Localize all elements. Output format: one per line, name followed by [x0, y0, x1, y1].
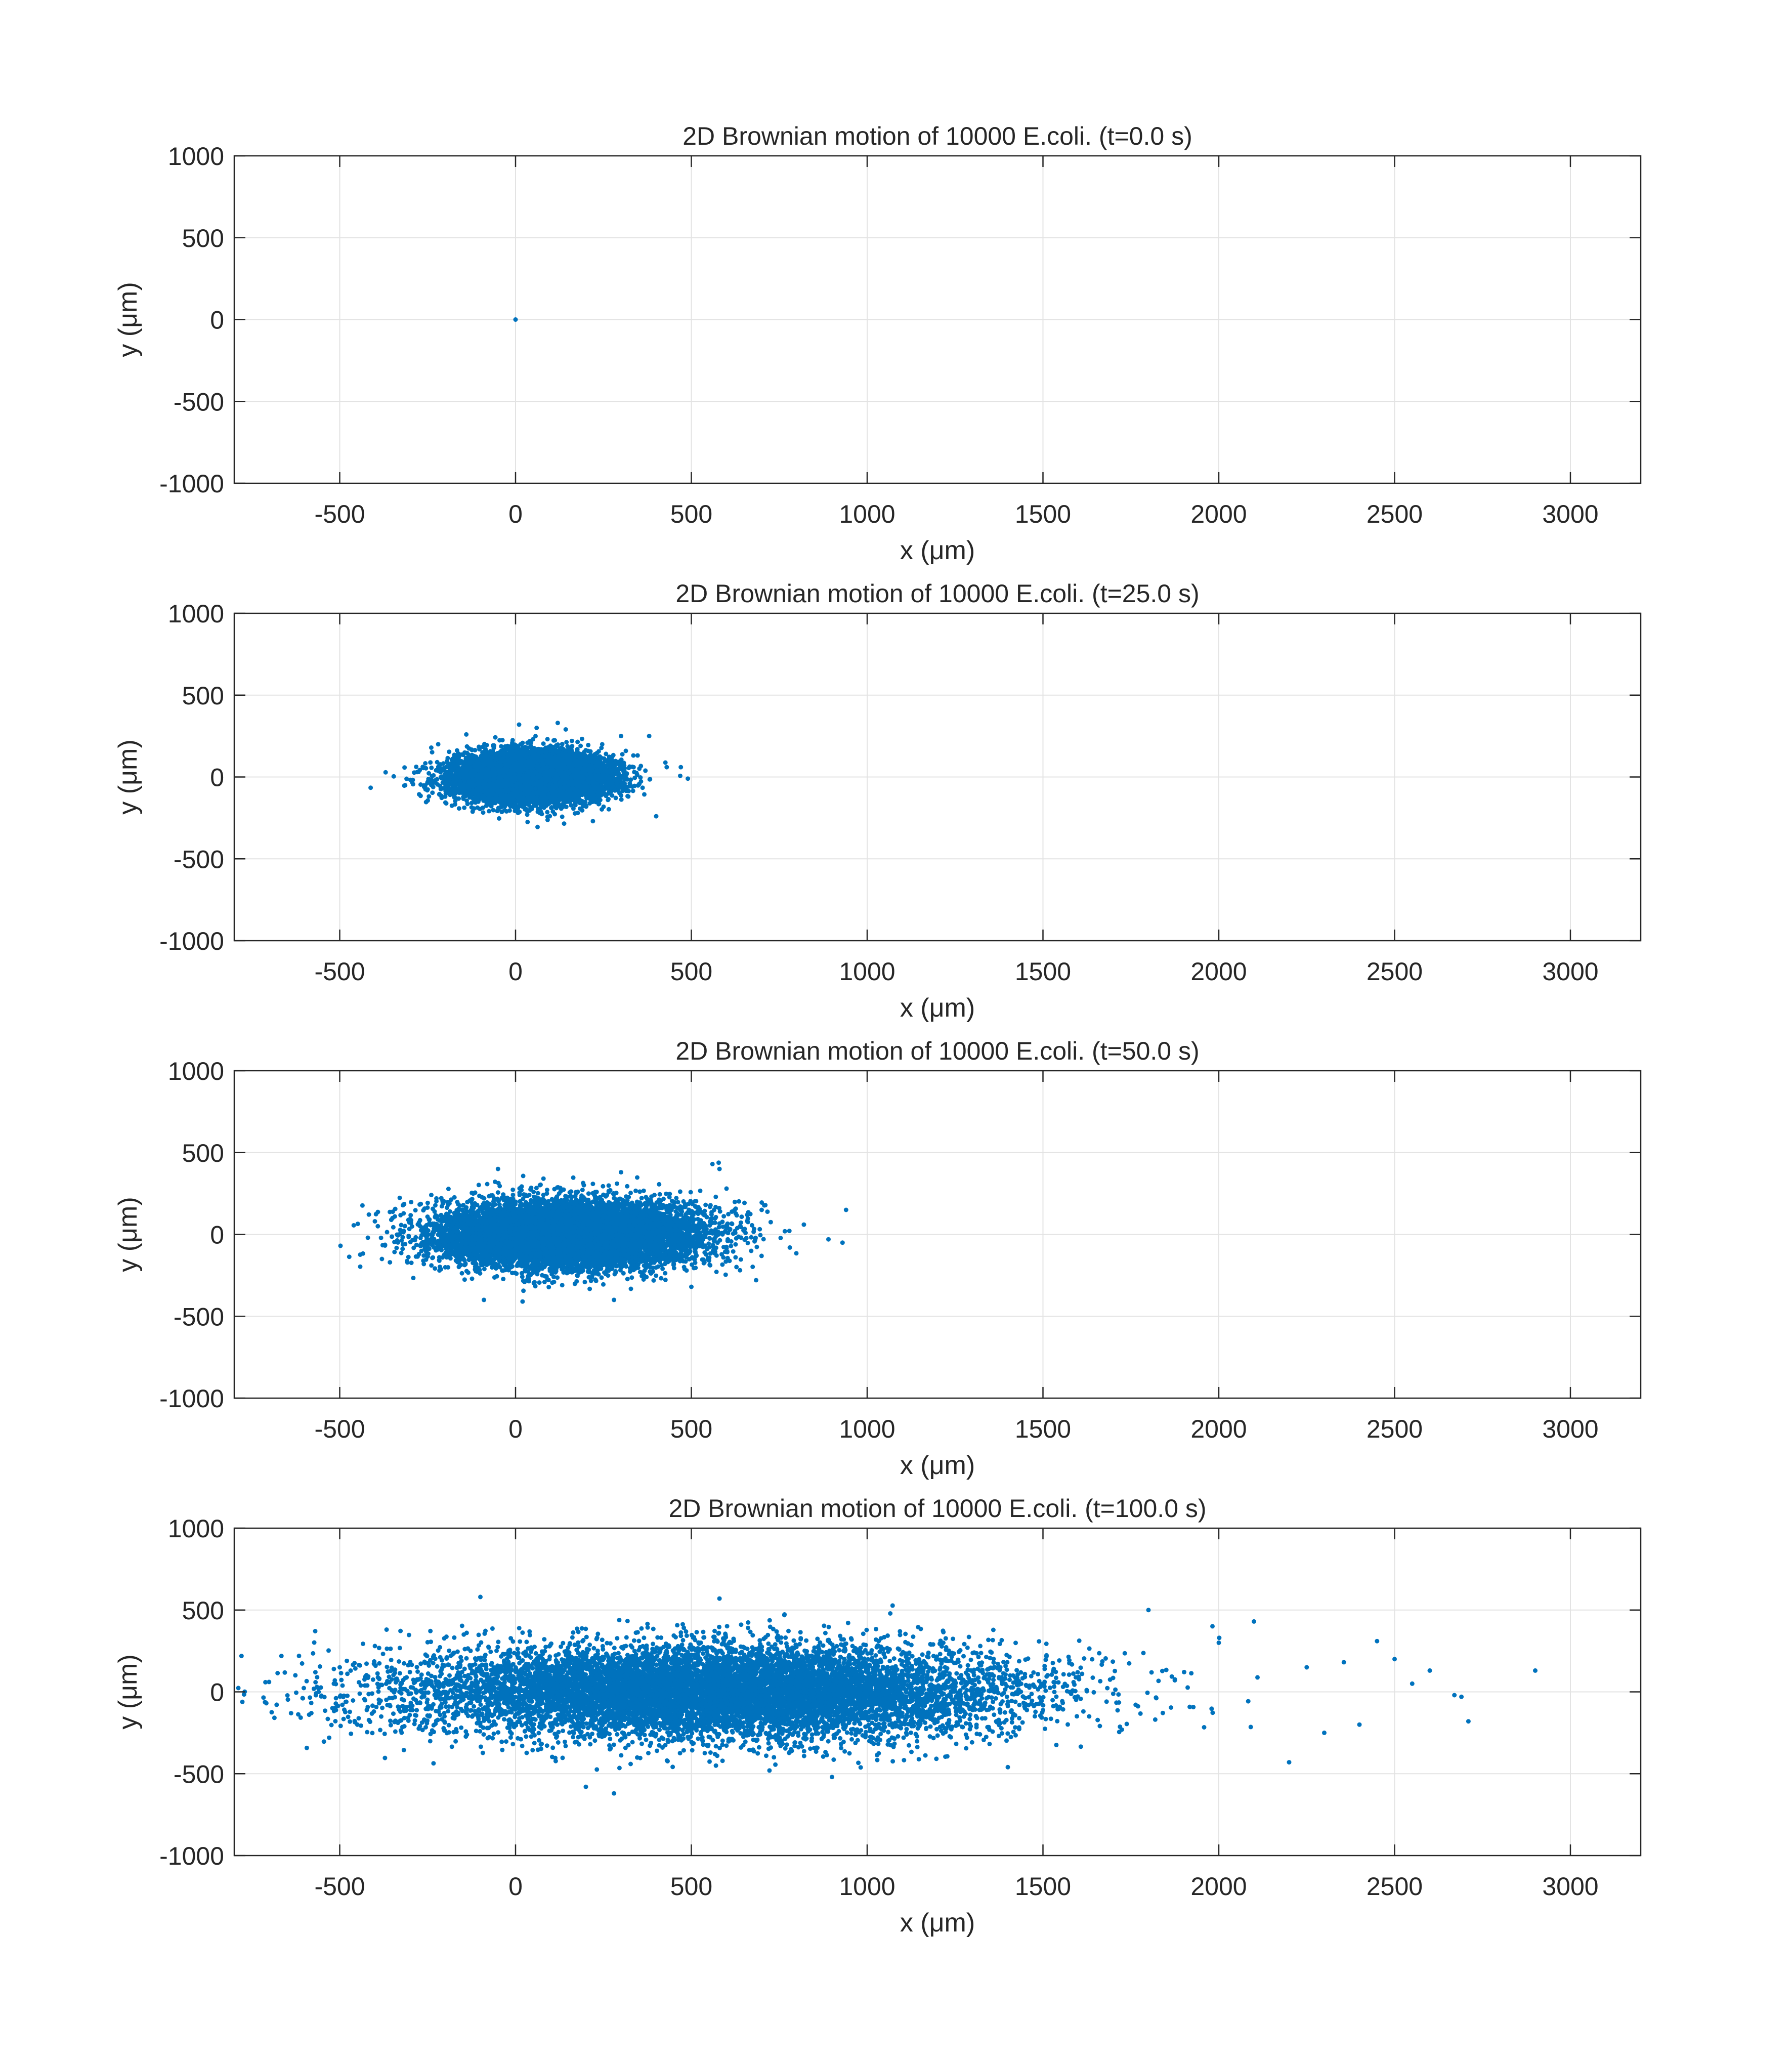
- data-point: [560, 814, 565, 819]
- data-point: [606, 807, 611, 812]
- y-tick-label: 1000: [168, 142, 224, 171]
- data-point: [368, 785, 373, 790]
- data-point: [599, 745, 604, 750]
- x-axis-label: x (μm): [900, 536, 975, 565]
- x-tick-label: 0: [508, 500, 523, 528]
- data-point: [525, 819, 530, 824]
- data-point: [402, 765, 407, 770]
- data-point: [642, 792, 647, 797]
- data-point: [383, 770, 388, 775]
- data-point: [404, 776, 409, 781]
- data-point: [429, 745, 434, 750]
- subplot-2: -500 0 500 1000 1500 2000 2500 3000-1000-500050…: [113, 579, 1642, 1023]
- x-tick-label: 500: [670, 500, 712, 528]
- x-tick-label: 1500: [1015, 500, 1071, 528]
- data-point: [575, 739, 580, 744]
- data-point: [579, 736, 584, 741]
- data-point: [560, 741, 565, 746]
- y-tick-label: -1000: [159, 470, 224, 498]
- data-point: [620, 752, 625, 757]
- data-point: [482, 741, 487, 746]
- data-point: [423, 800, 429, 805]
- y-tick-label: -500: [174, 388, 224, 416]
- grid: [234, 155, 1641, 484]
- y-tick-label: 500: [182, 224, 224, 253]
- data-point: [630, 788, 635, 793]
- data-point: [462, 805, 467, 810]
- data-point: [565, 744, 570, 749]
- data-point: [447, 749, 452, 754]
- y-axis-label: y (μm): [113, 282, 143, 357]
- data-point: [569, 738, 574, 743]
- data-point: [562, 821, 567, 826]
- data-point: [470, 809, 475, 814]
- x-tick-label: 2500: [1367, 500, 1423, 528]
- x-tick-label: 2000: [1190, 500, 1247, 528]
- data-point: [578, 743, 583, 748]
- x-tick-label: -500: [314, 500, 365, 528]
- y-tick-label: 0: [210, 306, 224, 334]
- data-point: [391, 774, 396, 779]
- scatter-points: [368, 721, 691, 829]
- data-point: [545, 737, 550, 742]
- data-point: [418, 793, 423, 798]
- data-point: [497, 738, 502, 743]
- data-point: [513, 317, 518, 322]
- x-tick-label: 1000: [839, 500, 895, 528]
- x-tick-label: 3000: [1542, 500, 1598, 528]
- data-point: [491, 808, 496, 813]
- data-point: [613, 795, 618, 801]
- data-point: [487, 809, 492, 814]
- data-point: [663, 760, 668, 765]
- subplot-1: -500 0 500 1000 1500 2000 2500 3000 -1000 -500 0 50…: [113, 122, 1642, 565]
- scatter-points: [513, 317, 518, 322]
- subplot-title: 2D Brownian motion of 10000 E.coli. (t=0…: [682, 122, 1192, 150]
